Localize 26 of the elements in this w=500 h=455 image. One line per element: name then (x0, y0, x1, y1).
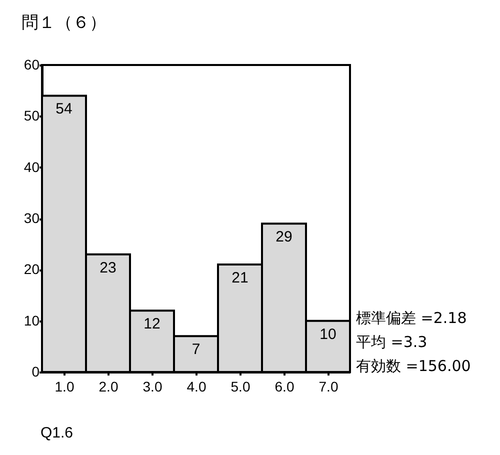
data-label: 23 (100, 259, 116, 276)
x-tick-label: 6.0 (274, 378, 294, 394)
y-tick-label: 20 (24, 261, 40, 278)
x-tick-label: 2.0 (98, 378, 118, 394)
x-tick-label: 5.0 (230, 378, 250, 394)
text: 標準偏差 =2.18 (356, 309, 467, 327)
y-tick-label: 50 (24, 108, 40, 124)
y-tick-label: 30 (24, 210, 40, 226)
x-axis-title: Q1.6 (40, 424, 74, 442)
data-label: 54 (56, 100, 72, 118)
text: 有効数 =156.00 (356, 357, 471, 375)
y-tick-label: 10 (24, 312, 40, 328)
data-label: 7 (192, 341, 200, 358)
chart-title: 問１（６） (21, 13, 106, 33)
data-label: 29 (276, 228, 292, 246)
y-tick-label: 0 (32, 364, 40, 380)
x-tick-label: 4.0 (186, 378, 206, 394)
data-label: 10 (320, 326, 336, 343)
data-label: 12 (144, 316, 160, 333)
x-tick-label: 3.0 (142, 378, 162, 394)
text: 平均 =3.3 (356, 333, 428, 351)
x-tick-label: 1.0 (54, 378, 74, 394)
data-label: 21 (232, 270, 248, 287)
x-tick-label: 7.0 (318, 378, 338, 394)
y-tick-label: 60 (24, 56, 40, 72)
y-tick-label: 40 (24, 158, 40, 175)
